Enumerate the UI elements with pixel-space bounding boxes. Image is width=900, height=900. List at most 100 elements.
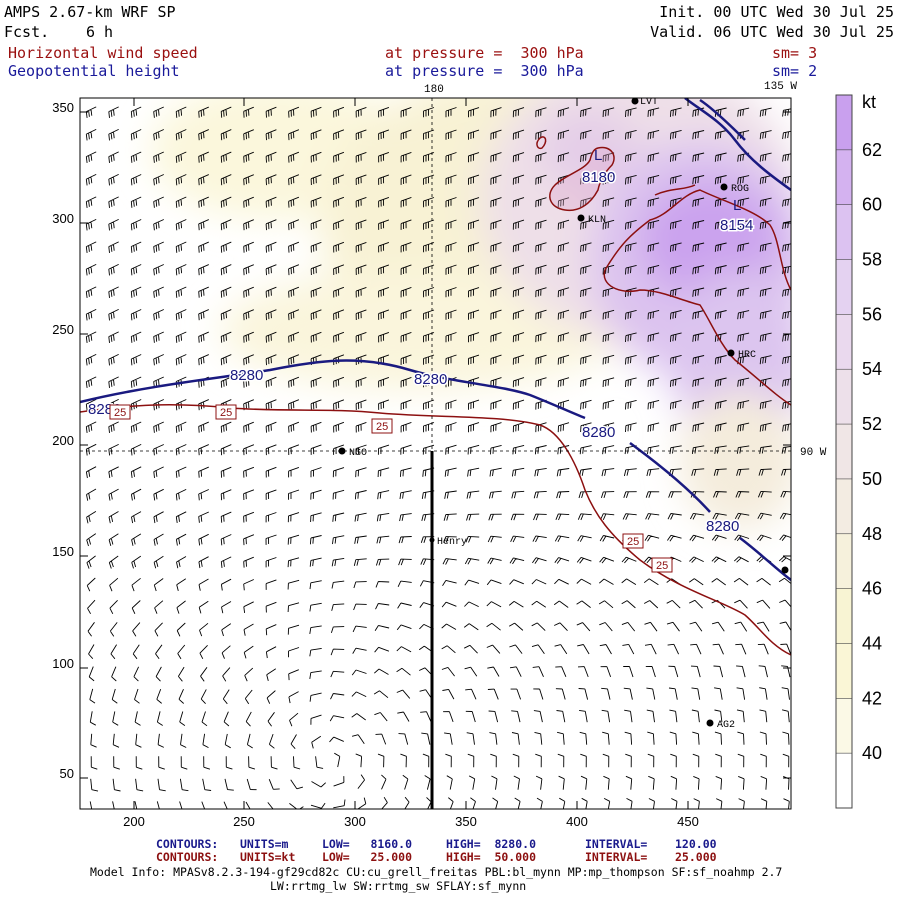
height-label: 8180 xyxy=(582,169,615,186)
forecast-label: Fcst. xyxy=(4,23,50,41)
height-label: 8280 xyxy=(414,371,447,388)
station-label: HRC xyxy=(738,350,756,361)
contour2-title: CONTOURS: xyxy=(156,850,219,864)
x-tick-label: 250 xyxy=(233,814,255,829)
init-time: Init. 00 UTC Wed 30 Jul 25 xyxy=(659,3,894,21)
station-dot xyxy=(338,447,346,455)
colorbar-tick-label: 60 xyxy=(862,195,882,215)
map-frame xyxy=(79,97,792,810)
colorbar-tick-label: 56 xyxy=(862,304,882,324)
isotach-25kt-north xyxy=(603,189,791,406)
y-tick-label: 350 xyxy=(52,100,74,115)
colorbar-swatch xyxy=(836,698,852,754)
colorbar-swatch xyxy=(836,204,852,261)
y-tick-label: 250 xyxy=(52,322,74,337)
height-8280-east2 xyxy=(739,537,791,581)
colorbar-tick-label: 46 xyxy=(862,579,882,599)
station-dot xyxy=(727,349,735,357)
contour1-high: HIGH= 8280.0 xyxy=(446,837,537,851)
speed-label: 25 xyxy=(114,407,126,419)
y-tick-label: 300 xyxy=(52,211,74,226)
height-8280-ne xyxy=(684,98,791,192)
speed-label: 25 xyxy=(376,421,388,433)
valid-time: Valid. 06 UTC Wed 30 Jul 25 xyxy=(650,23,894,41)
colorbar-unit: kt xyxy=(862,92,876,112)
colorbar-swatch xyxy=(836,149,852,206)
axis-ticks xyxy=(80,98,791,809)
colorbar-swatch xyxy=(836,95,852,151)
x-tick-label: 400 xyxy=(566,814,588,829)
isotach-25kt-east xyxy=(654,184,696,196)
height-label: 8280 xyxy=(582,424,615,441)
colorbar-swatch xyxy=(836,588,852,644)
wind-barbs xyxy=(85,106,791,809)
station-dot xyxy=(720,183,728,191)
station-dot xyxy=(706,719,714,727)
wind-barb-field xyxy=(85,106,791,809)
colorbar-tick-label: 54 xyxy=(862,359,882,379)
lon-label-135w: 135 W xyxy=(764,81,797,93)
colorbar-swatch xyxy=(836,369,852,425)
contour1-low: LOW= 8160.0 xyxy=(322,837,413,851)
colorbar-tick-label: 52 xyxy=(862,414,882,434)
station-dot xyxy=(781,566,789,574)
contour2-units: UNITS=kt xyxy=(240,850,296,864)
height-8280-ne2 xyxy=(699,98,746,141)
y-tick-label: 150 xyxy=(52,544,74,559)
contour2-low: LOW= 25.000 xyxy=(322,850,413,864)
isotach-25kt-klein xyxy=(549,146,615,212)
station-dot xyxy=(631,97,639,105)
colorbar-swatch xyxy=(836,259,852,315)
colorbar-tick-label: 58 xyxy=(862,250,882,270)
station-label: ROG xyxy=(731,184,749,195)
wind-speed-shading xyxy=(80,98,791,809)
model-title: AMPS 2.67-km WRF SP xyxy=(4,3,176,21)
contour1-interval: INTERVAL= 120.00 xyxy=(585,837,717,851)
height-label: 8154 xyxy=(720,217,753,234)
colorbar-swatch xyxy=(836,643,852,699)
low-marker: L xyxy=(594,147,602,164)
colorbar-tick-label: 48 xyxy=(862,524,882,544)
y-tick-label: 50 xyxy=(60,766,74,781)
station-dot xyxy=(577,214,585,222)
colorbar xyxy=(835,94,853,809)
low-marker: L xyxy=(733,197,741,214)
station-label: AG2 xyxy=(717,720,735,731)
field1-smoothing: sm= 3 xyxy=(772,44,818,62)
x-tick-label: 300 xyxy=(344,814,366,829)
field2-smoothing: sm= 2 xyxy=(772,62,818,80)
model-info: Model Info: MPASv8.2.3-194-gf29cd82c CU:… xyxy=(90,865,783,879)
station-label: LVT xyxy=(640,97,658,108)
x-tick-label: 200 xyxy=(123,814,145,829)
height-8280-main xyxy=(80,359,586,420)
station-label: NGO xyxy=(349,448,367,459)
colorbar-tick-label: 40 xyxy=(862,743,882,763)
speed-label: 25 xyxy=(627,536,639,548)
speed-label: 25 xyxy=(656,560,668,572)
contour1-title: CONTOURS: xyxy=(156,837,219,851)
height-8280-east xyxy=(629,441,711,513)
field2-name: Geopotential height xyxy=(8,62,180,80)
station-dot xyxy=(429,537,435,543)
contour2-high: HIGH= 50.000 xyxy=(446,850,537,864)
colorbar-tick-label: 50 xyxy=(862,469,882,489)
colorbar-swatch xyxy=(836,424,852,480)
colorbar-tick-label: 42 xyxy=(862,688,882,708)
contour1-units: UNITS=m xyxy=(240,837,289,851)
field2-level: at pressure = 300 hPa xyxy=(385,62,584,80)
station-label: KLN xyxy=(588,215,606,226)
colorbar-tick-label: 44 xyxy=(862,633,882,653)
x-tick-label: 350 xyxy=(455,814,477,829)
forecast-hour: 6 h xyxy=(86,23,114,41)
lon-label-180: 180 xyxy=(424,84,444,96)
lon-label-90w: 90 W xyxy=(800,447,827,459)
colorbar-frame xyxy=(835,94,853,809)
colorbar-tick-label: 62 xyxy=(862,140,882,160)
y-tick-label: 100 xyxy=(52,656,74,671)
x-tick-label: 450 xyxy=(677,814,699,829)
station-label: Henry xyxy=(437,537,467,548)
contour2-interval: INTERVAL= 25.000 xyxy=(585,850,717,864)
colorbar-swatch xyxy=(836,753,852,809)
speed-label: 25 xyxy=(220,407,232,419)
